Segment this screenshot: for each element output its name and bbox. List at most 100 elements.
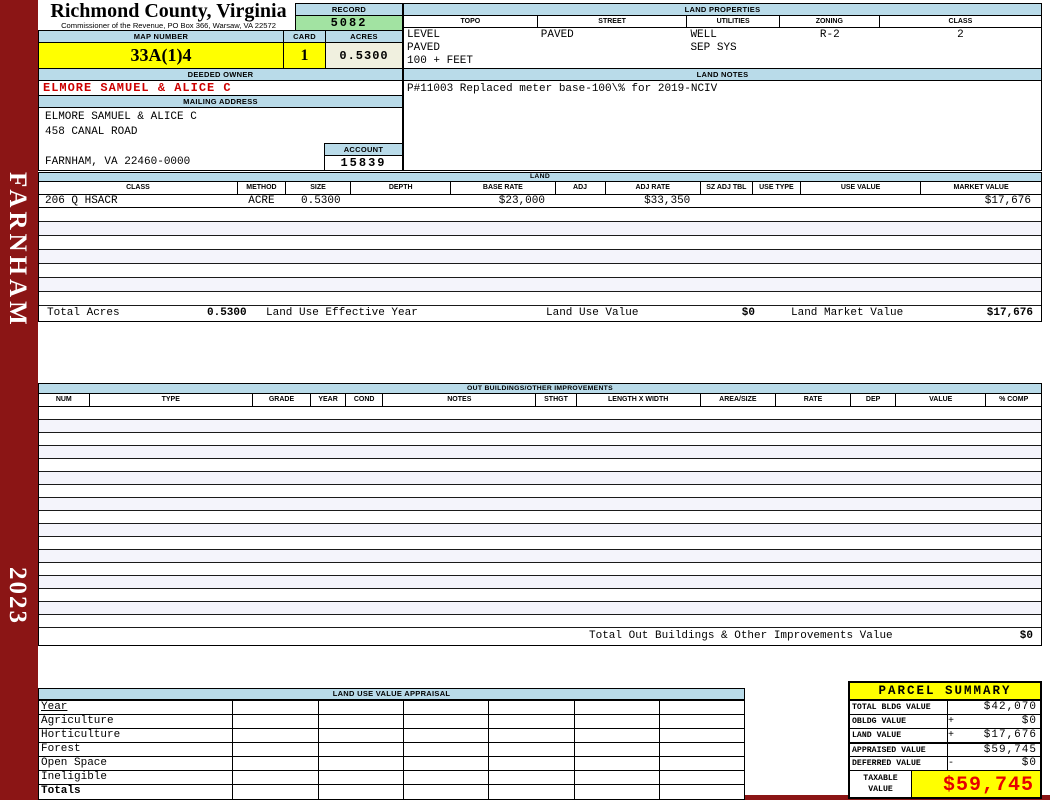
land-use-cell	[488, 714, 575, 729]
land-cell: $23,000	[450, 194, 555, 208]
out-buildings-col-header: YEAR	[310, 394, 347, 407]
land-notes-section: LAND NOTES P#11003 Replaced meter base-1…	[403, 68, 1042, 171]
parcel-row-label: LAND VALUE	[850, 729, 948, 742]
district-name: FARNHAM	[4, 172, 31, 329]
land-use-cell	[402, 742, 490, 757]
empty-row	[39, 575, 1041, 589]
land-use-cell	[402, 728, 490, 743]
land-use-cell	[232, 784, 319, 799]
land-section: LAND CLASS METHOD SIZE DEPTH BASE RATE ADJ ADJ…	[38, 172, 1042, 322]
land-use-row: Open Space	[39, 756, 744, 771]
land-use-cell	[573, 728, 660, 743]
land-col-header: USE VALUE	[799, 182, 922, 195]
out-buildings-col-header: DEP	[850, 394, 897, 407]
out-buildings-table: NUM TYPE GRADE YEAR COND NOTES STHGT LENGTH X W…	[39, 394, 1041, 628]
parcel-row-sign	[948, 701, 960, 714]
land-use-appraisal-title: LAND USE VALUE APPRAISAL	[39, 689, 744, 700]
land-use-cell	[317, 770, 404, 785]
land-use-cell	[317, 742, 404, 757]
land-use-row: Agriculture	[39, 714, 744, 729]
land-use-cell	[573, 784, 660, 799]
account-label: ACCOUNT	[325, 144, 402, 156]
acres-label: ACRES	[326, 31, 402, 43]
account-box: ACCOUNT 15839	[324, 143, 403, 171]
land-properties-col-header: TOPO	[404, 16, 538, 28]
land-use-cell	[488, 770, 575, 785]
out-buildings-col-header: AREA/SIZE	[699, 394, 776, 407]
map-number-box: MAP NUMBER 33A(1)4	[38, 30, 283, 68]
record-box: RECORD 5082	[295, 3, 403, 31]
land-col-header: ADJ RATE	[604, 182, 701, 195]
land-use-cell	[658, 756, 744, 771]
land-use-cell	[658, 700, 744, 715]
parcel-row-value: $0	[1021, 715, 1037, 727]
land-use-cell	[317, 728, 404, 743]
land-use-effective-year-label: Land Use Effective Year	[266, 306, 418, 319]
county-title: Richmond County, Virginia	[50, 0, 287, 22]
parcel-row-value: $0	[1021, 757, 1037, 769]
parcel-row-sign: +	[948, 730, 955, 741]
land-use-cell	[232, 728, 319, 743]
parcel-row-label: TOTAL BLDG VALUE	[850, 701, 948, 714]
tax-year: 2023	[4, 567, 31, 625]
land-use-value: $0	[741, 306, 755, 319]
land-use-row: Year	[39, 700, 744, 715]
land-use-row-label: Open Space	[39, 756, 234, 771]
land-notes-text: P#11003 Replaced meter base-100\% for 20…	[407, 83, 718, 95]
land-use-cell	[488, 728, 575, 743]
land-use-cell	[488, 700, 575, 715]
empty-row	[39, 432, 1041, 446]
land-cell: $17,676	[920, 194, 1041, 208]
land-use-cell	[573, 742, 660, 757]
record-label: RECORD	[296, 4, 402, 16]
land-cell	[350, 194, 451, 208]
record-value: 5082	[296, 16, 402, 30]
land-cell: $33,350	[605, 194, 701, 208]
district-year-sidebar: FARNHAM 2023	[0, 0, 38, 800]
acres-box: ACRES 0.5300	[325, 30, 403, 68]
land-col-header: DEPTH	[350, 182, 452, 195]
land-use-cell	[573, 714, 660, 729]
empty-row	[39, 471, 1041, 485]
land-use-cell	[658, 728, 744, 743]
land-table: CLASS METHOD SIZE DEPTH BASE RATE ADJ ADJ RATE…	[39, 182, 1041, 306]
empty-row	[39, 510, 1041, 524]
land-cell	[752, 194, 801, 208]
land-cell	[700, 194, 753, 208]
owner-section: DEEDED OWNER ELMORE SAMUEL & ALICE C MAI…	[38, 68, 403, 171]
land-use-cell	[317, 784, 404, 799]
land-properties-values: LEVEL PAVED 100 + FEET PAVED WELL SEP SYS R…	[404, 28, 1041, 69]
land-cell	[555, 194, 606, 208]
map-card-acres-strip: MAP NUMBER 33A(1)4 CARD 1 ACRES 0.5300	[38, 30, 403, 68]
empty-row	[39, 562, 1041, 576]
parcel-row-sign: +	[948, 716, 955, 727]
land-cell: ACRE	[237, 194, 286, 208]
out-buildings-col-header: TYPE	[88, 394, 253, 407]
empty-row	[39, 207, 1041, 222]
land-use-cell	[658, 770, 744, 785]
land-col-header: USE TYPE	[751, 182, 801, 195]
land-properties-col-header: ZONING	[779, 16, 880, 28]
parcel-summary-row: LAND VALUE + $17,676	[850, 729, 1040, 743]
empty-row	[39, 406, 1041, 420]
land-data-row: 206 Q HSACR ACRE 0.5300 $23,000 $33,350 $17,6…	[39, 194, 1041, 208]
land-use-cell	[402, 770, 490, 785]
land-use-row: Horticulture	[39, 728, 744, 743]
street-values: PAVED	[540, 29, 574, 41]
total-acres-value: 0.5300	[207, 306, 247, 319]
parcel-row-sign	[948, 744, 960, 756]
empty-row	[39, 549, 1041, 563]
empty-row	[39, 291, 1041, 306]
land-use-row-label: Agriculture	[39, 714, 234, 729]
parcel-summary-rows: TOTAL BLDG VALUE $42,070 OBLDG VALUE + $0 LAN…	[850, 701, 1040, 771]
land-cell: 206 Q HSACR	[39, 194, 238, 208]
zoning-values: R-2	[819, 29, 840, 41]
empty-row	[39, 601, 1041, 615]
map-number-value: 33A(1)4	[39, 43, 283, 68]
out-buildings-total-value: $0	[1019, 629, 1033, 642]
parcel-summary-row: APPRAISED VALUE $59,745	[850, 743, 1040, 757]
land-use-cell	[488, 742, 575, 757]
total-acres-label: Total Acres	[47, 306, 120, 319]
parcel-summary-row: DEFERRED VALUE - $0	[850, 757, 1040, 771]
empty-row	[39, 458, 1041, 472]
